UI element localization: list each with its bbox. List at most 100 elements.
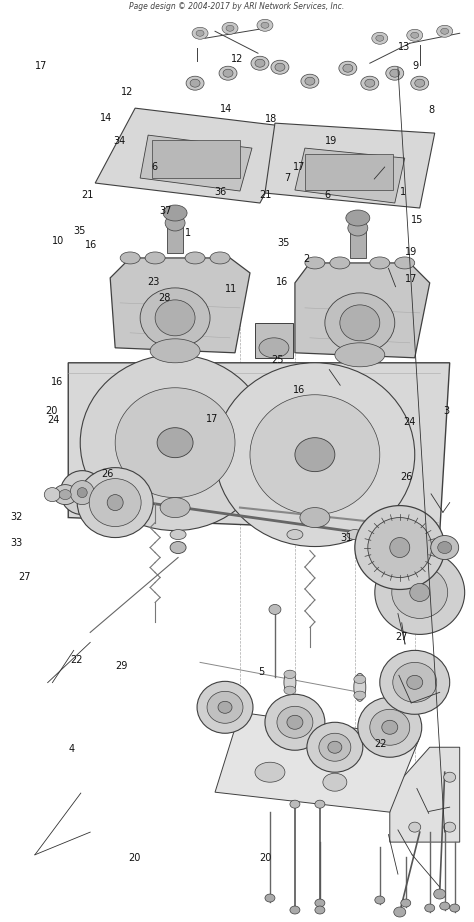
Text: 35: 35 bbox=[73, 227, 86, 236]
Ellipse shape bbox=[450, 904, 460, 912]
Text: 16: 16 bbox=[84, 241, 97, 250]
Ellipse shape bbox=[77, 467, 153, 538]
Text: 20: 20 bbox=[46, 406, 58, 416]
Ellipse shape bbox=[265, 694, 325, 751]
Ellipse shape bbox=[70, 480, 94, 504]
Ellipse shape bbox=[290, 800, 300, 809]
Ellipse shape bbox=[440, 902, 450, 910]
Text: 14: 14 bbox=[100, 113, 112, 124]
Ellipse shape bbox=[197, 681, 253, 733]
Text: 27: 27 bbox=[396, 632, 408, 642]
Text: 21: 21 bbox=[260, 190, 272, 200]
Text: 34: 34 bbox=[113, 136, 125, 147]
Ellipse shape bbox=[348, 220, 368, 236]
Text: 16: 16 bbox=[51, 377, 63, 387]
Text: 19: 19 bbox=[325, 136, 337, 147]
Text: 3: 3 bbox=[443, 406, 449, 416]
Ellipse shape bbox=[269, 605, 281, 614]
Ellipse shape bbox=[376, 35, 384, 41]
Ellipse shape bbox=[261, 22, 269, 29]
Ellipse shape bbox=[160, 498, 190, 517]
Ellipse shape bbox=[437, 25, 453, 37]
Ellipse shape bbox=[370, 257, 390, 269]
Text: 4: 4 bbox=[69, 744, 75, 754]
Ellipse shape bbox=[257, 19, 273, 31]
Ellipse shape bbox=[185, 252, 205, 264]
Ellipse shape bbox=[410, 584, 430, 601]
Text: 20: 20 bbox=[128, 853, 140, 863]
Ellipse shape bbox=[215, 362, 415, 547]
Polygon shape bbox=[215, 713, 420, 812]
Ellipse shape bbox=[265, 894, 275, 902]
Bar bbox=[152, 140, 240, 178]
Ellipse shape bbox=[287, 715, 303, 729]
Ellipse shape bbox=[44, 488, 60, 502]
Ellipse shape bbox=[145, 252, 165, 264]
Ellipse shape bbox=[358, 697, 422, 757]
Ellipse shape bbox=[375, 896, 385, 904]
Ellipse shape bbox=[347, 529, 363, 539]
Text: 13: 13 bbox=[398, 42, 410, 53]
Ellipse shape bbox=[354, 692, 366, 700]
Ellipse shape bbox=[277, 706, 313, 739]
Ellipse shape bbox=[415, 79, 425, 88]
Ellipse shape bbox=[295, 438, 335, 472]
Ellipse shape bbox=[120, 252, 140, 264]
Ellipse shape bbox=[301, 74, 319, 89]
Text: 17: 17 bbox=[35, 61, 47, 71]
Ellipse shape bbox=[186, 77, 204, 90]
Text: 16: 16 bbox=[276, 278, 289, 287]
Text: 5: 5 bbox=[258, 667, 264, 677]
Ellipse shape bbox=[196, 30, 204, 36]
Ellipse shape bbox=[444, 822, 456, 833]
Ellipse shape bbox=[284, 670, 296, 694]
Bar bbox=[305, 154, 393, 190]
Text: Page design © 2004-2017 by ARI Network Services, Inc.: Page design © 2004-2017 by ARI Network S… bbox=[129, 2, 345, 11]
Text: 21: 21 bbox=[81, 190, 93, 200]
Ellipse shape bbox=[425, 904, 435, 912]
Ellipse shape bbox=[115, 388, 235, 498]
Polygon shape bbox=[140, 136, 252, 191]
Text: 7: 7 bbox=[284, 173, 291, 183]
Ellipse shape bbox=[386, 66, 404, 80]
Ellipse shape bbox=[271, 60, 289, 74]
Ellipse shape bbox=[407, 562, 423, 573]
Ellipse shape bbox=[375, 550, 465, 634]
Ellipse shape bbox=[53, 485, 77, 504]
Ellipse shape bbox=[441, 29, 449, 34]
Ellipse shape bbox=[163, 205, 187, 221]
Ellipse shape bbox=[438, 541, 452, 553]
Polygon shape bbox=[390, 747, 460, 842]
Ellipse shape bbox=[170, 529, 186, 539]
Ellipse shape bbox=[411, 32, 419, 38]
Text: 25: 25 bbox=[272, 355, 284, 365]
Polygon shape bbox=[295, 263, 430, 358]
Ellipse shape bbox=[409, 822, 421, 833]
Ellipse shape bbox=[431, 536, 459, 560]
Text: 22: 22 bbox=[374, 739, 387, 750]
Ellipse shape bbox=[328, 741, 342, 753]
Text: 15: 15 bbox=[411, 216, 424, 225]
Ellipse shape bbox=[370, 709, 410, 745]
Ellipse shape bbox=[89, 479, 141, 526]
Ellipse shape bbox=[251, 56, 269, 70]
Ellipse shape bbox=[395, 257, 415, 269]
Text: 1: 1 bbox=[401, 187, 406, 197]
Ellipse shape bbox=[335, 343, 385, 367]
Ellipse shape bbox=[393, 662, 437, 703]
Text: 28: 28 bbox=[158, 293, 170, 302]
Text: 12: 12 bbox=[231, 54, 244, 65]
Ellipse shape bbox=[346, 210, 370, 226]
Ellipse shape bbox=[218, 702, 232, 714]
Text: 6: 6 bbox=[325, 190, 331, 200]
Text: 26: 26 bbox=[401, 472, 413, 482]
Text: 17: 17 bbox=[405, 275, 418, 284]
Ellipse shape bbox=[170, 541, 186, 553]
Ellipse shape bbox=[372, 32, 388, 44]
Ellipse shape bbox=[287, 529, 303, 539]
Ellipse shape bbox=[394, 907, 406, 917]
Text: 27: 27 bbox=[18, 572, 31, 582]
Ellipse shape bbox=[155, 300, 195, 336]
Ellipse shape bbox=[300, 508, 330, 527]
Text: 22: 22 bbox=[70, 655, 83, 665]
